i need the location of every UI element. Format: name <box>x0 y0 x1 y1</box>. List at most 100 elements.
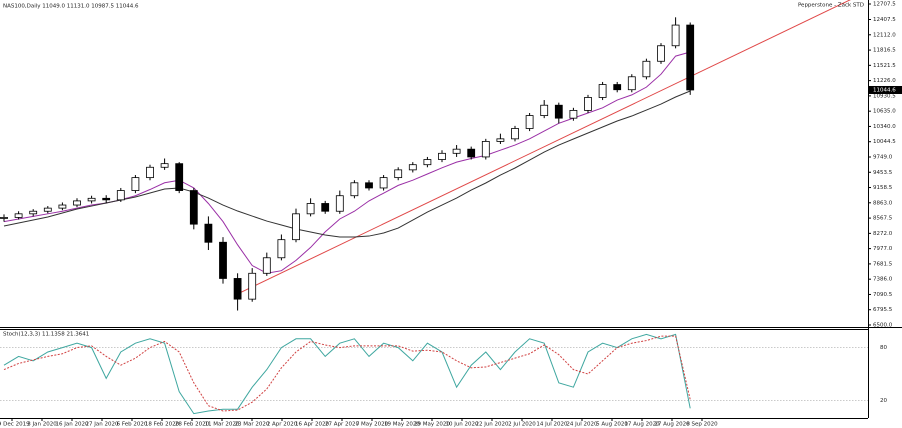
y-tick-label: 11226.0 <box>873 78 896 84</box>
candle-body <box>686 24 695 91</box>
x-tick-label: 2 Apr 2020 <box>267 422 298 428</box>
y-tick-label: 9453.5 <box>873 170 893 176</box>
y-tick-label: 6795.5 <box>873 307 893 313</box>
candle-body <box>554 104 563 119</box>
x-tick-label: 28 Feb 2020 <box>175 422 210 428</box>
y-tick-label: 12407.5 <box>873 17 896 23</box>
x-tick-label: 3 Jan 2020 <box>27 422 57 428</box>
candle-body <box>613 84 622 91</box>
x-tick-label: 16 Jan 2020 <box>56 422 89 428</box>
candle-body <box>438 152 446 160</box>
y-tick-label: 7090.5 <box>873 292 893 298</box>
candle-body <box>525 115 534 129</box>
x-tick-label: 19 Dec 2019 <box>0 422 30 428</box>
candle-body <box>496 138 505 142</box>
indicator-title: Stoch(12,3,3) 11.1358 21.3641 <box>3 332 89 338</box>
y-tick-label: 12112.0 <box>873 32 896 38</box>
x-tick-label: 27 Apr 2020 <box>325 422 360 428</box>
x-tick-label: 7 May 2020 <box>356 422 389 428</box>
oscillator-line <box>3 335 691 412</box>
x-tick-label: 17 Aug 2020 <box>624 422 660 428</box>
candle-body <box>423 159 432 166</box>
candle-body <box>467 148 476 158</box>
x-tick-label: 29 May 2020 <box>414 422 450 428</box>
x-tick-label: 2 Jul 2020 <box>508 422 536 428</box>
y-tick-label: 12707.5 <box>873 2 896 8</box>
y-tick-label: 10635.0 <box>873 109 896 115</box>
candle-body <box>248 272 257 300</box>
oscillator-line <box>3 333 691 415</box>
candle-body <box>292 213 300 241</box>
candle-body <box>321 203 330 212</box>
candle-body <box>233 278 242 300</box>
y-tick-label: 8567.5 <box>873 216 893 222</box>
x-tick-label: 5 Aug 2020 <box>596 422 628 428</box>
y-tick-label: 10930.5 <box>873 93 896 99</box>
y-tick-label: 7977.0 <box>873 246 893 252</box>
candle-body <box>481 141 490 158</box>
y-tick-label: 6500.0 <box>873 323 893 329</box>
trendline <box>237 0 851 295</box>
watermark: Pepperstone - Zack STD <box>798 3 864 9</box>
x-tick-label: 8 Sep 2020 <box>686 422 718 428</box>
y-tick-label: 20 <box>880 398 887 404</box>
y-tick-label: 7386.0 <box>873 277 893 283</box>
last-price-tag <box>869 85 902 94</box>
candle-body <box>657 45 665 62</box>
y-tick-label: 10044.5 <box>873 139 896 145</box>
chart-title: NAS100,Daily 11049.0 11131.0 10987.5 110… <box>3 4 139 10</box>
x-tick-label: 14 Jul 2020 <box>536 422 568 428</box>
candle-body <box>0 217 8 219</box>
candle-body <box>131 177 140 191</box>
candle-body <box>394 169 403 179</box>
candle-body <box>569 109 578 119</box>
candle-body <box>671 24 680 47</box>
candle-body <box>87 197 96 202</box>
candle-body <box>14 213 23 218</box>
candle-body <box>160 163 169 168</box>
candle-body <box>598 84 607 98</box>
candle-body <box>306 203 315 215</box>
x-tick-label: 16 Apr 2020 <box>295 422 330 428</box>
candle-body <box>365 182 373 189</box>
y-tick-label: 8863.0 <box>873 200 893 206</box>
candle-body <box>58 204 67 209</box>
candle-body <box>408 164 417 171</box>
x-tick-label: 18 Feb 2020 <box>145 422 180 428</box>
candle-body <box>146 166 154 179</box>
candle-body <box>627 76 636 91</box>
candle-body <box>43 207 52 212</box>
moving-average <box>3 90 691 238</box>
y-tick-label: 11521.5 <box>873 63 896 69</box>
candle-body <box>511 128 519 140</box>
y-tick-label: 7681.5 <box>873 261 893 267</box>
candle-body <box>29 210 38 215</box>
x-tick-label: 24 Jul 2020 <box>566 422 598 428</box>
x-tick-label: 11 Mar 2020 <box>205 422 240 428</box>
oscillator-panel <box>0 333 868 415</box>
x-tick-label: 27 Aug 2020 <box>654 422 690 428</box>
price-panel <box>0 0 851 311</box>
candle-body <box>584 97 592 111</box>
candle-body <box>102 197 111 201</box>
candle-body <box>642 60 651 78</box>
candle-body <box>350 182 359 197</box>
candle-body <box>73 200 81 206</box>
candle-body <box>204 223 213 243</box>
y-tick-label: 80 <box>880 345 887 351</box>
x-tick-label: 6 Feb 2020 <box>117 422 148 428</box>
y-tick-label: 8272.0 <box>873 231 893 237</box>
candle-body <box>335 195 344 212</box>
x-tick-label: 27 Jan 2020 <box>86 422 119 428</box>
last-price-label: 11044.6 <box>873 87 896 93</box>
x-tick-label: 19 May 2020 <box>384 422 420 428</box>
x-tick-label: 23 Mar 2020 <box>235 422 270 428</box>
candle-body <box>452 148 461 154</box>
candle-body <box>175 163 184 191</box>
x-tick-label: 22 Jun 2020 <box>475 422 509 428</box>
y-tick-label: 9749.0 <box>873 154 893 160</box>
candle-body <box>540 104 549 116</box>
y-tick-label: 10340.0 <box>873 124 896 130</box>
